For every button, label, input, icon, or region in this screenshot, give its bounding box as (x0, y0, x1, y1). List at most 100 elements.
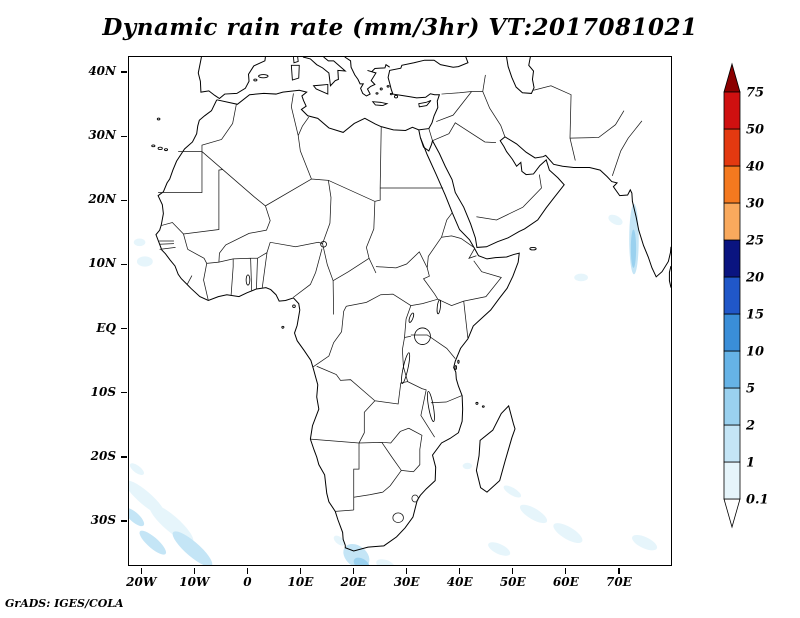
lesotho-border (393, 513, 404, 523)
comoros (482, 406, 484, 408)
suez-canal-line (419, 130, 421, 138)
y-axis-tick (120, 520, 127, 522)
y-axis-tick (120, 135, 127, 137)
colorbar-segment (723, 387, 741, 426)
y-tick-label: 30S (90, 513, 116, 528)
colorbar-label: 5 (746, 382, 755, 397)
coastline-sri-lanka-edge (669, 266, 671, 288)
caspian-sea (507, 57, 534, 93)
x-tick-label: 0 (243, 575, 252, 589)
y-axis-tick (120, 263, 127, 266)
x-axis-tick (246, 567, 248, 574)
credit-text: GrADS: IGES/COLA (5, 597, 124, 610)
swaziland-border (412, 495, 418, 502)
rain-shading (129, 203, 658, 565)
colorbar-label: 25 (745, 234, 764, 249)
coastlines (156, 57, 671, 551)
x-tick-label: 50E (499, 575, 526, 589)
coastline-africa-outer (156, 100, 519, 551)
x-tick-label: 10W (179, 575, 210, 589)
mallorca (259, 75, 269, 78)
x-tick-label: 60E (552, 575, 579, 589)
colorbar-segment (723, 424, 741, 463)
colorbar-over-arrow (723, 62, 741, 93)
aegean-island (387, 86, 389, 88)
colorbar-label: 50 (746, 123, 764, 138)
zanzibar (455, 366, 457, 370)
lake-victoria (415, 328, 431, 345)
y-axis-tick (120, 456, 127, 458)
y-tick-label: 10N (88, 256, 116, 271)
rain-patch (333, 535, 346, 546)
colorbar-segment (723, 202, 741, 241)
lakes (246, 241, 441, 422)
plot-title: Dynamic rain rate (mm/3hr) VT:2017081021 (102, 14, 698, 41)
y-tick-label: 20N (88, 192, 116, 207)
sardinia (291, 65, 299, 80)
coastline-balkans-greece (345, 57, 390, 96)
colorbar-segment (723, 165, 741, 204)
islands (152, 57, 536, 407)
rain-patch (503, 485, 522, 498)
x-axis-tick (352, 567, 355, 574)
y-axis-tick (120, 392, 127, 394)
coastline-north-africa-levant-turkey (217, 57, 468, 132)
rain-patch (632, 534, 658, 551)
y-axis-tick (120, 328, 127, 330)
rain-patch (353, 557, 370, 565)
x-tick-label: 40E (446, 575, 473, 589)
socotra (530, 247, 536, 250)
y-tick-label: 30N (88, 128, 116, 143)
x-tick-label: 70E (605, 575, 632, 589)
aegean-island (376, 93, 378, 95)
x-axis-tick (406, 567, 408, 574)
colorbar-under-arrow (723, 498, 741, 529)
lake-turkana (436, 300, 441, 314)
y-axis-tick (120, 71, 127, 73)
canary-island (164, 149, 167, 151)
lake-malawi (426, 391, 436, 422)
rain-patch (149, 503, 194, 544)
border-lines (158, 75, 642, 511)
country-borders (158, 75, 642, 523)
y-tick-label: EQ (96, 320, 116, 335)
rain-patch (630, 229, 637, 268)
x-tick-label: 30E (393, 575, 420, 589)
colorbar-segment (723, 276, 741, 315)
crete (373, 102, 387, 106)
colorbar-segment (723, 461, 741, 500)
rain-patch (136, 256, 153, 267)
x-tick-label: 20W (126, 575, 157, 589)
rain-patch (133, 238, 146, 247)
rain-patch (519, 504, 548, 524)
colorbar-label: 1 (746, 456, 755, 471)
colorbar-label: 20 (745, 271, 764, 286)
ibiza (254, 79, 257, 81)
sao-tome (282, 326, 284, 328)
x-axis-tick (299, 567, 302, 574)
pemba (458, 360, 459, 363)
rain-patch (462, 462, 473, 470)
x-axis-tick (459, 567, 461, 574)
colorbar-segment (723, 128, 741, 167)
comoros (476, 402, 478, 404)
madeira (157, 118, 160, 120)
rain-patch (553, 523, 583, 544)
y-tick-label: 10S (90, 384, 116, 399)
colorbar-label: 0.1 (746, 493, 769, 508)
x-axis-tick (565, 567, 567, 574)
rain-patch (172, 531, 213, 565)
colorbar-segment (723, 350, 741, 389)
colorbar-label: 40 (746, 160, 764, 175)
aegean-island (390, 93, 392, 95)
y-tick-label: 20S (90, 448, 116, 463)
cyprus (419, 100, 431, 106)
x-axis-tick (193, 567, 195, 574)
bioko (293, 305, 296, 308)
lake-tanganyika (400, 352, 411, 384)
x-axis-tick (140, 567, 142, 574)
colorbar-label: 30 (746, 197, 764, 212)
aegean-island (380, 88, 382, 90)
colorbar-segment (723, 91, 741, 130)
